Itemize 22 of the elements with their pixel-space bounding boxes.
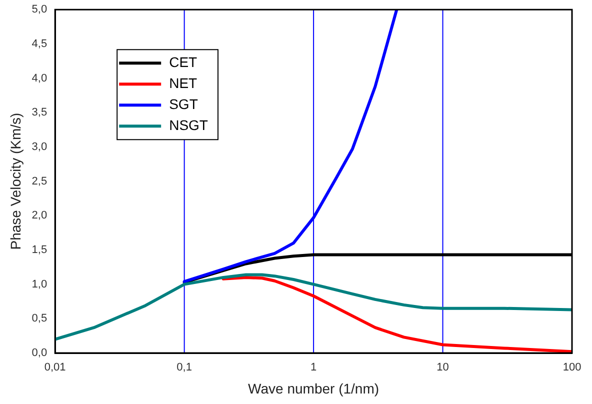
x-axis-title: Wave number (1/nm) <box>248 380 380 396</box>
y-tick-label: 4,5 <box>32 38 48 50</box>
y-tick-label: 5,0 <box>32 4 48 16</box>
y-tick-label: 3,5 <box>32 106 48 119</box>
y-tick-label: 0,0 <box>32 347 48 360</box>
legend-label: NET <box>169 74 198 91</box>
legend-label: SGT <box>169 96 198 112</box>
x-tick-label: 0,1 <box>176 362 192 374</box>
x-tick-label: 1 <box>310 362 317 374</box>
y-tick-label: 4,0 <box>32 72 48 84</box>
y-tick-label: 3,0 <box>32 140 48 153</box>
legend-label: CET <box>169 54 198 70</box>
y-tick-label: 2,0 <box>32 210 48 222</box>
y-tick-label: 2,5 <box>32 175 48 188</box>
y-tick-label: 0,5 <box>32 312 48 325</box>
x-tick-label: 10 <box>436 362 449 374</box>
y-tick-label: 1,0 <box>32 278 48 290</box>
y-axis-title: Phase Velocity (Km/s) <box>7 112 24 250</box>
y-tick-label: 1,5 <box>32 244 48 256</box>
x-tick-label: 0,01 <box>44 362 66 374</box>
legend-label: NSGT <box>169 116 208 133</box>
x-tick-label: 100 <box>562 362 582 374</box>
